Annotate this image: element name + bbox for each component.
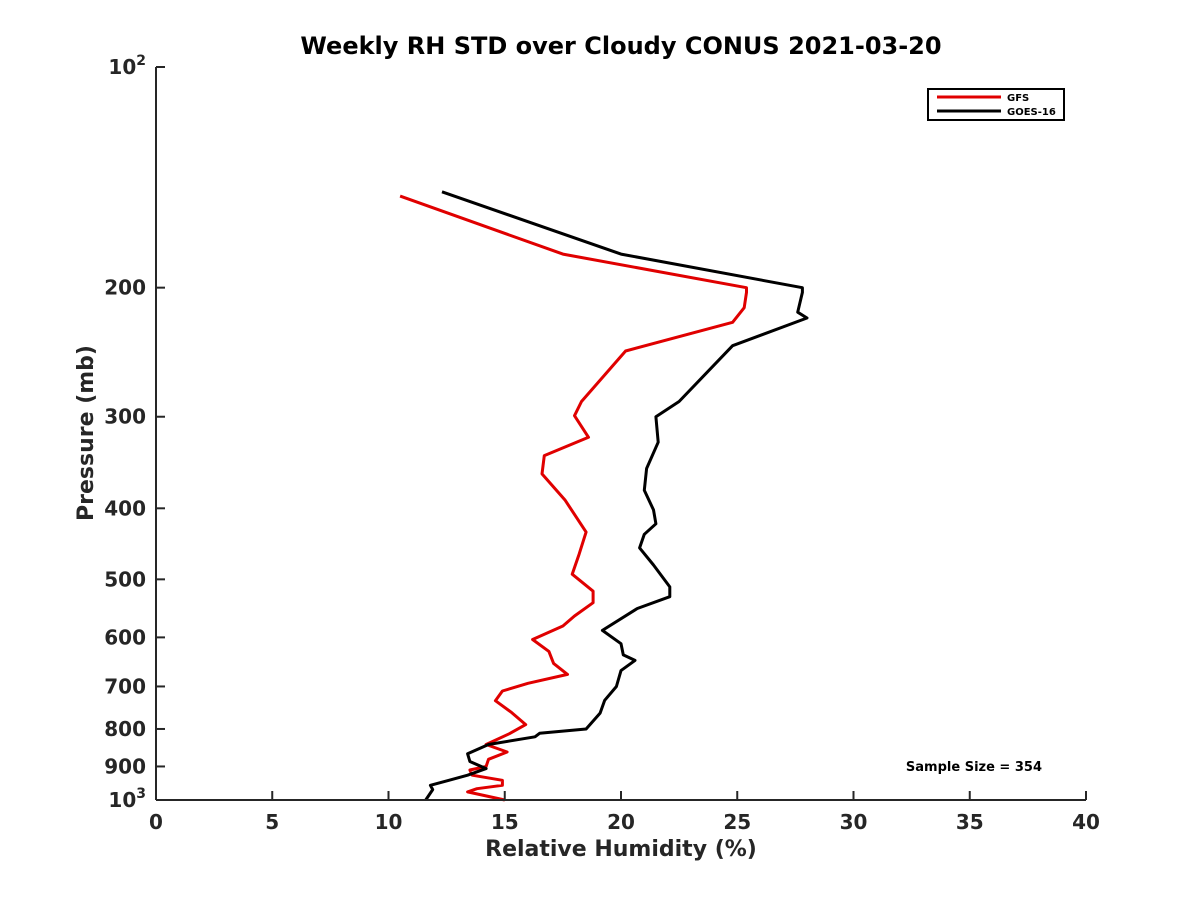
- series-layer: [399, 190, 809, 802]
- x-tick-label: 25: [723, 810, 751, 834]
- y-tick-label: 600: [104, 625, 146, 649]
- x-tick-label: 15: [491, 810, 519, 834]
- sample-size-annotation: Sample Size = 354: [906, 760, 1042, 775]
- legend-box: [927, 88, 1065, 121]
- x-tick-label: 40: [1072, 810, 1100, 834]
- legend: GFS GOES-16: [927, 88, 1065, 121]
- x-axis-title: Relative Humidity (%): [485, 837, 757, 862]
- y-tick-label: 400: [104, 496, 146, 520]
- x-tick-label: 10: [375, 810, 403, 834]
- y-tick-label: 103: [108, 786, 146, 812]
- x-axis: 0 5 10 15 20 25 30 35 40: [149, 791, 1100, 834]
- y-tick-label: 102: [108, 53, 146, 79]
- y-tick-label: 300: [104, 405, 146, 429]
- y-tick-label: 700: [104, 674, 146, 698]
- series-line-gfs: [399, 194, 748, 802]
- y-tick-label: 900: [104, 754, 146, 778]
- y-tick-label: 200: [104, 276, 146, 300]
- legend-label-goes16: GOES-16: [1007, 107, 1056, 118]
- y-axis-title: Pressure (mb): [74, 345, 99, 521]
- x-tick-label: 5: [265, 810, 279, 834]
- legend-label-gfs: GFS: [1007, 93, 1029, 104]
- y-tick-label: 500: [104, 567, 146, 591]
- series-line-goes16: [424, 190, 809, 801]
- x-tick-label: 30: [840, 810, 868, 834]
- chart-title: Weekly RH STD over Cloudy CONUS 2021-03-…: [300, 32, 941, 60]
- x-tick-label: 20: [607, 810, 635, 834]
- x-tick-label: 35: [956, 810, 984, 834]
- y-axis: 102 200 300 400 500 600 700 800 900 103: [104, 53, 165, 812]
- x-tick-label: 0: [149, 810, 163, 834]
- y-tick-label: 800: [104, 717, 146, 741]
